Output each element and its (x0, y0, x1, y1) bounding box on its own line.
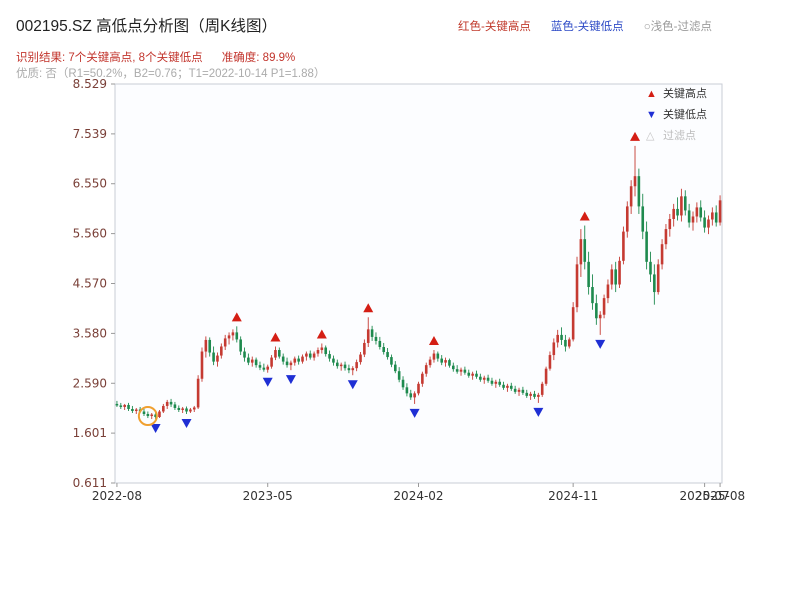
legend-row-filter: △ 过滤点 (646, 130, 707, 143)
svg-text:2025-08: 2025-08 (695, 489, 745, 503)
svg-text:8.529: 8.529 (73, 77, 107, 91)
header-legend-key-high: 红色-关键高点 (458, 21, 531, 33)
header-legend: 红色-关键高点 蓝色-关键低点 ○浅色-过滤点 (458, 18, 712, 34)
recognition-result-line: 识别结果: 7个关键高点, 8个关键低点 准确度: 89.9% (16, 49, 295, 65)
recognition-counts: 识别结果: 7个关键高点, 8个关键低点 (16, 52, 203, 64)
quality-note: 优质: 否（R1=50.2%，B2=0.76；T1=2022-10-14 P1=… (16, 68, 326, 80)
blue-down-triangle-icon: ▼ (646, 109, 657, 121)
svg-text:2.590: 2.590 (73, 376, 107, 390)
svg-text:2023-05: 2023-05 (243, 489, 293, 503)
svg-text:2025-07: 2025-07 (680, 489, 730, 503)
candlestick-chart: 8.529 7.539 6.550 5.560 4.570 3.580 2.590 1.601… (73, 77, 745, 503)
svg-text:6.550: 6.550 (73, 177, 107, 191)
header-legend-filter: ○浅色-过滤点 (643, 21, 712, 33)
legend-filter-label: 过滤点 (663, 130, 696, 142)
page-title: 002195.SZ 高低点分析图（周K线图） (16, 18, 277, 35)
svg-text:1.601: 1.601 (73, 426, 107, 440)
legend-key-low-label: 关键低点 (663, 109, 707, 121)
svg-text:2024-11: 2024-11 (548, 489, 598, 503)
svg-text:2024-02: 2024-02 (393, 489, 443, 503)
header-legend-key-low: 蓝色-关键低点 (550, 21, 624, 33)
chart-legend-box: ▲ 关键高点 ▼ 关键低点 △ 过滤点 (646, 88, 707, 151)
outline-triangle-icon: △ (646, 130, 655, 142)
legend-row-key-high: ▲ 关键高点 (646, 88, 707, 101)
legend-key-high-label: 关键高点 (663, 88, 707, 100)
svg-text:2022-08: 2022-08 (92, 489, 142, 503)
svg-text:3.580: 3.580 (73, 326, 107, 340)
red-up-triangle-icon: ▲ (646, 88, 657, 100)
svg-text:4.570: 4.570 (73, 277, 107, 291)
legend-row-key-low: ▼ 关键低点 (646, 109, 707, 122)
svg-text:5.560: 5.560 (73, 227, 107, 241)
svg-text:0.611: 0.611 (73, 476, 107, 490)
svg-text:7.539: 7.539 (73, 127, 107, 141)
recognition-accuracy: 准确度: 89.9% (221, 52, 296, 64)
